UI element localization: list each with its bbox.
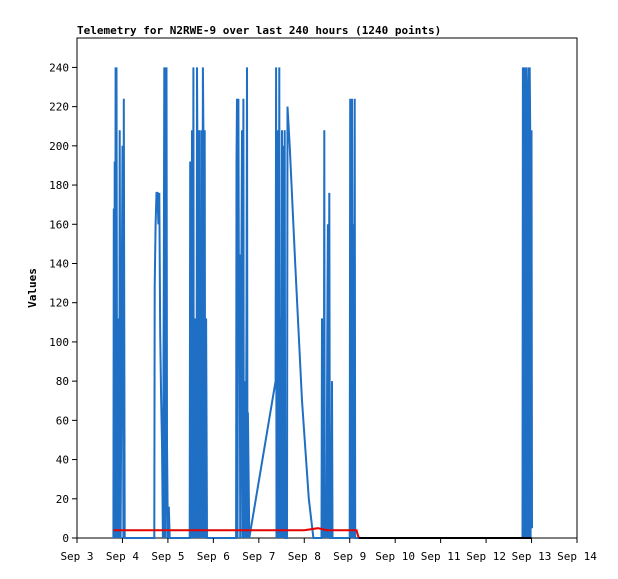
y-tick-label: 240 [49, 61, 69, 74]
chart-title: Telemetry for N2RWE-9 over last 240 hour… [77, 24, 441, 37]
y-tick-label: 40 [56, 454, 69, 467]
x-tick-label: Sep 3 [60, 550, 93, 563]
series-layer [112, 67, 533, 539]
series-line-1 [113, 527, 360, 539]
x-tick-label: Sep 10 [375, 550, 415, 563]
x-tick-label: Sep 12 [466, 550, 506, 563]
x-tick-label: Sep 8 [288, 550, 321, 563]
x-tick-label: Sep 13 [512, 550, 552, 563]
x-tick-label: Sep 14 [557, 550, 597, 563]
x-tick-label: Sep 7 [242, 550, 275, 563]
series-line-0 [112, 67, 533, 539]
y-tick-label: 0 [62, 532, 69, 545]
x-tick-label: Sep 6 [197, 550, 230, 563]
x-tick-label: Sep 5 [151, 550, 184, 563]
y-tick-label: 100 [49, 336, 69, 349]
x-tick-label: Sep 11 [421, 550, 461, 563]
y-tick-label: 80 [56, 375, 69, 388]
x-tick-label: Sep 4 [106, 550, 139, 563]
y-tick-label: 60 [56, 414, 69, 427]
y-tick-label: 220 [49, 101, 69, 114]
y-tick-label: 120 [49, 297, 69, 310]
axes-layer: 0 20 40 60 80 100 120 140 160 180 200 220 240 Sep 3 Se… [49, 61, 597, 563]
y-tick-label: 200 [49, 140, 69, 153]
y-tick-label: 20 [56, 493, 69, 506]
y-tick-label: 180 [49, 179, 69, 192]
y-tick-label: 140 [49, 257, 69, 270]
x-tick-label: Sep 9 [333, 550, 366, 563]
y-axis-label: Values [26, 268, 39, 308]
y-tick-label: 160 [49, 218, 69, 231]
